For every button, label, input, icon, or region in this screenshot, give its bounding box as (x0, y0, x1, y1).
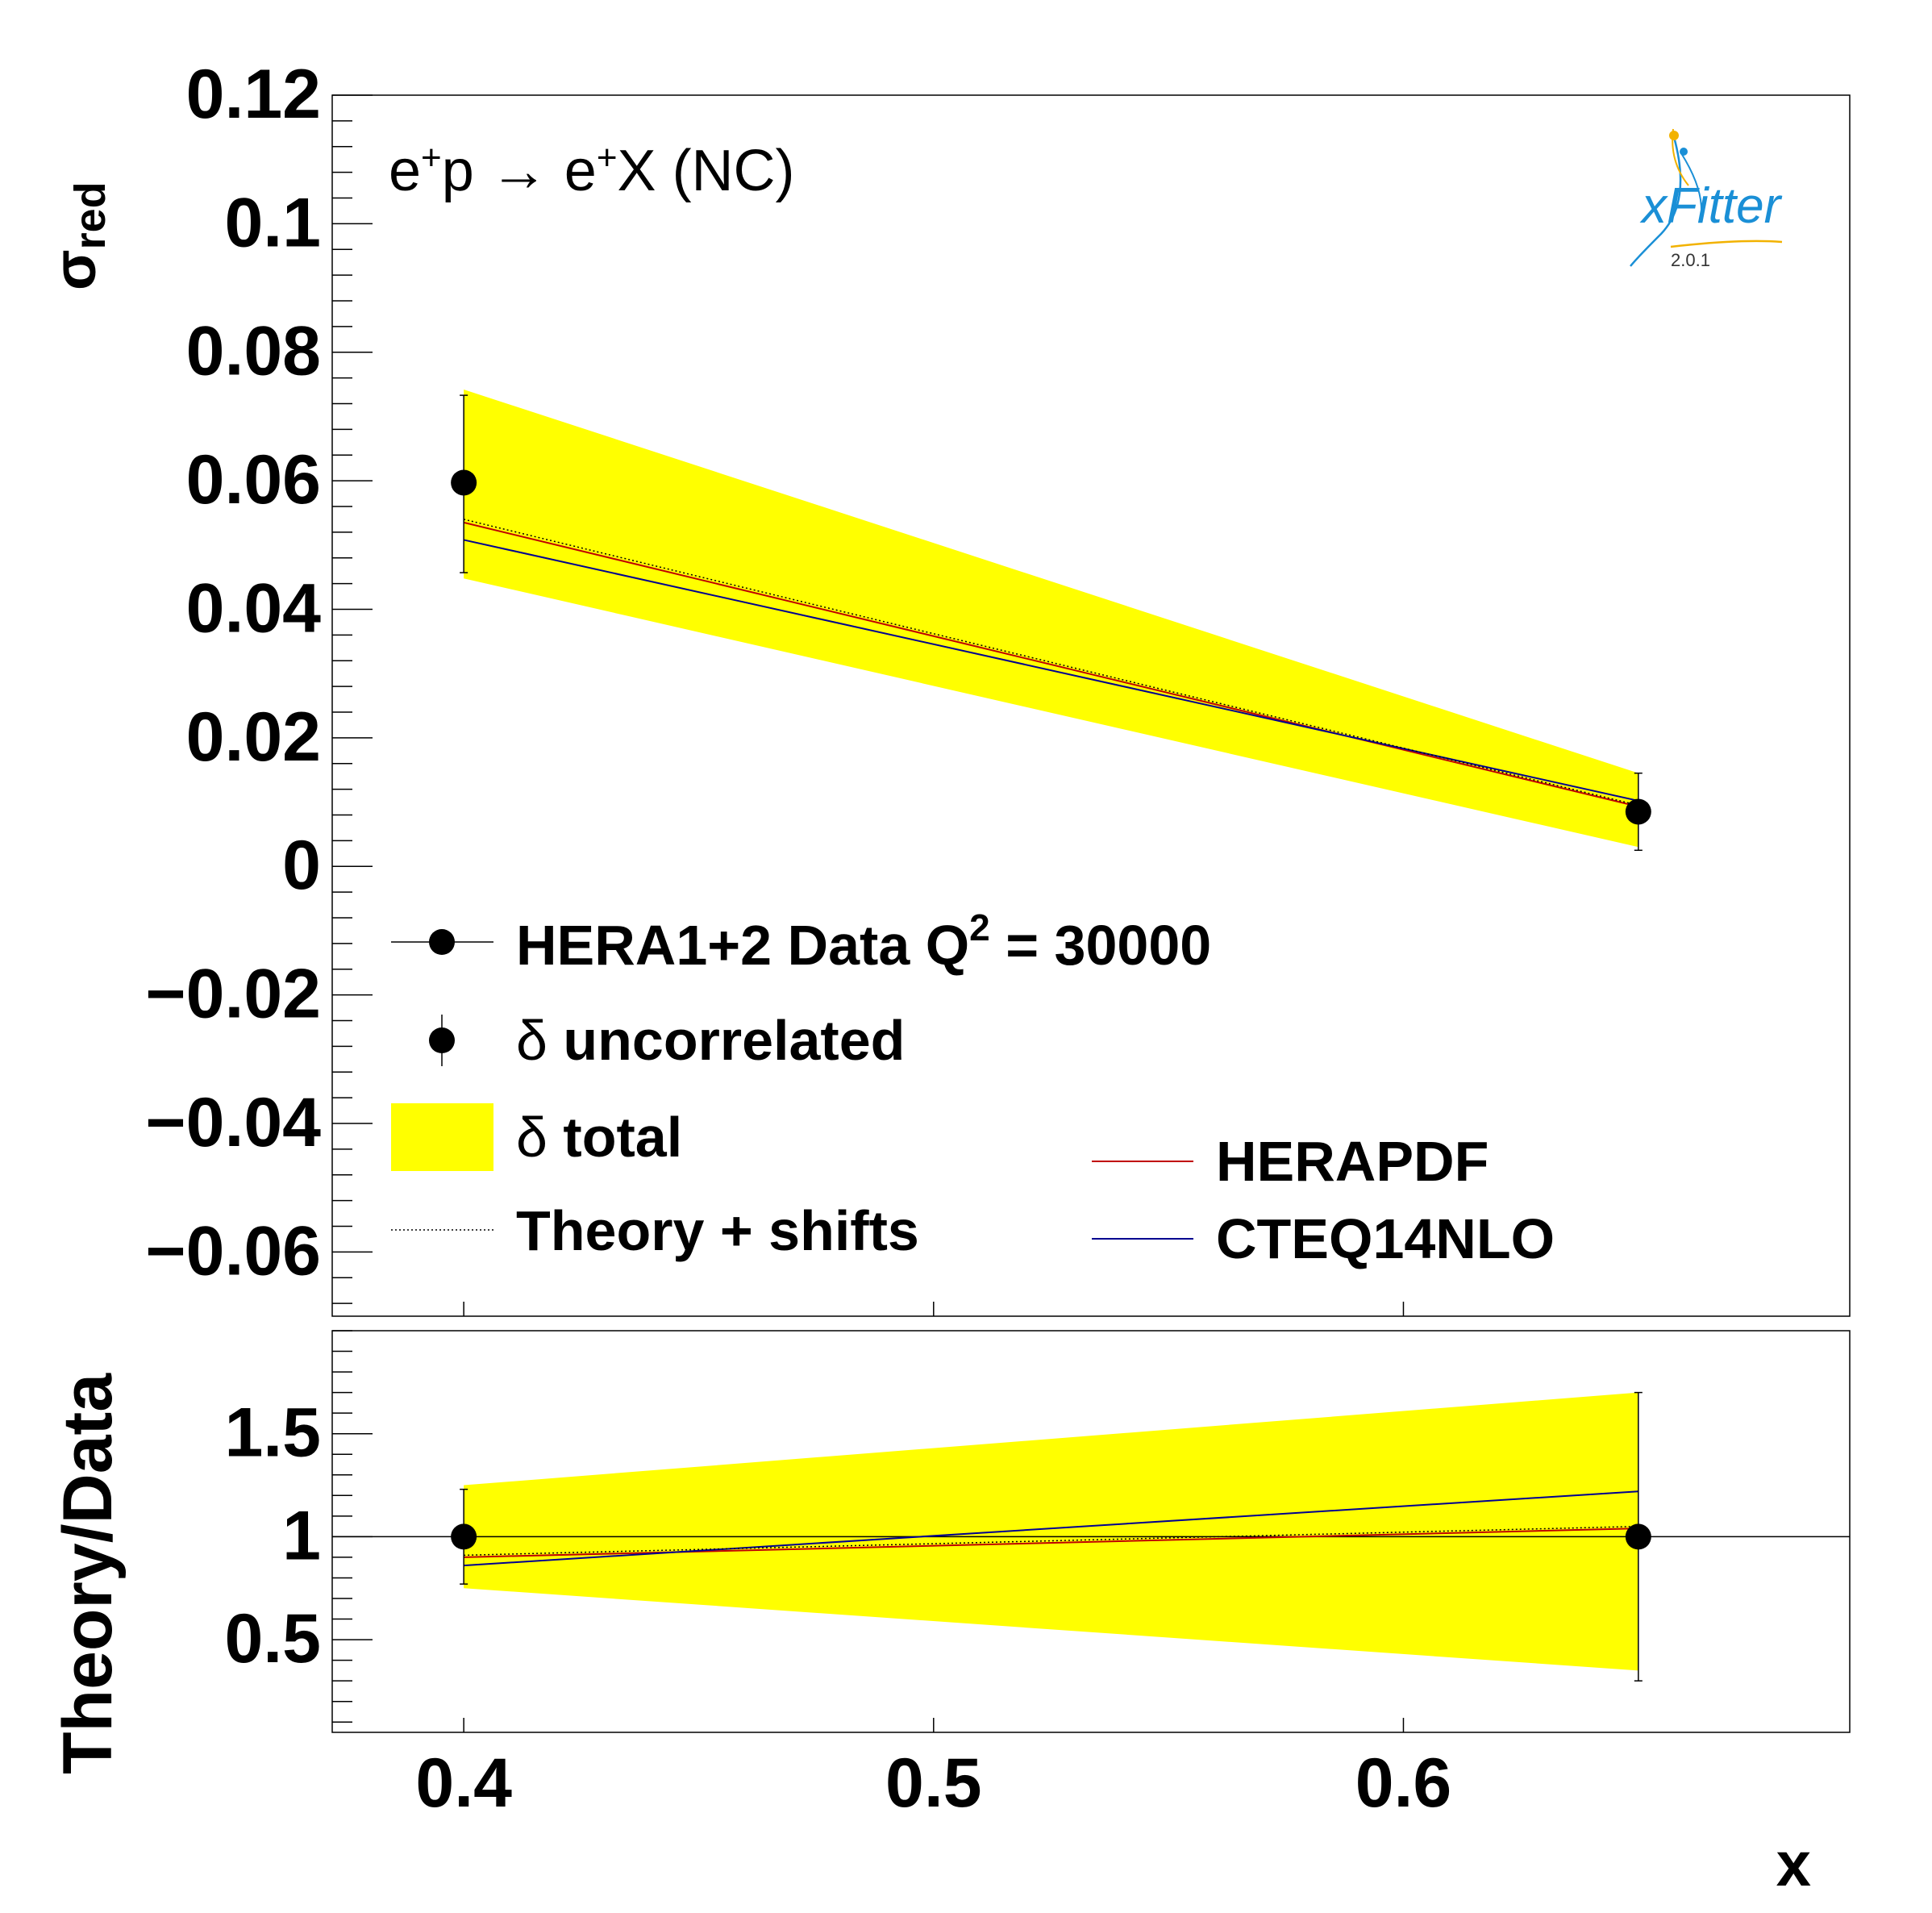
legend-data-label: HERA1+2 Data Q2 = 30000 (516, 906, 1211, 977)
legend-entry-data: HERA1+2 Data Q2 = 30000 (391, 906, 1211, 977)
legend-entry-uncorrelated: δ uncorrelated (429, 1009, 905, 1072)
main-y-tick-label: 0.08 (186, 313, 321, 390)
ratio-data-point (451, 1523, 477, 1550)
main-y-ticks: 0.12 0.1 0.08 0.06 0.04 0.02 0 −0.02 −0.04 −0.06 (145, 56, 373, 1304)
process-mid: p → e (442, 139, 597, 203)
main-y-tick-label: −0.06 (145, 1212, 321, 1290)
main-y-tick-label: 0.06 (186, 441, 321, 519)
main-panel: 0.120.10.080.060.040.020−0.02−0.04−0.06 … (41, 56, 1851, 1317)
main-x-ticks (463, 1302, 1405, 1316)
ratio-total-band (464, 1392, 1638, 1671)
ratio-series-line-cteq14nlo (464, 1490, 1638, 1567)
ratio-data-points (451, 1523, 1651, 1550)
legend-uncorr-sym: δ (516, 1009, 548, 1072)
y-label-main: σ (41, 249, 108, 290)
logo-text: xFitter (1639, 178, 1783, 234)
legend-cteq-label: CTEQ14NLO (1216, 1207, 1555, 1270)
ratio-y-tick-label: 1.5 (224, 1394, 321, 1472)
main-data-point (1625, 798, 1651, 825)
main-y-axis-label: σred (41, 181, 115, 290)
process-sup1: + (421, 138, 442, 177)
legend-uncorr-text: uncorrelated (548, 1009, 905, 1072)
main-data-points (451, 469, 1651, 825)
legend-entry-total: δ total (391, 1103, 682, 1171)
legend-theory-shifts-label: Theory + shifts (516, 1199, 919, 1262)
main-y-tick-label: 0.12 (186, 56, 321, 133)
xfitter-logo: xFitter 2.0.1 (1630, 128, 1783, 270)
x-tick-label: 0.5 (885, 1744, 982, 1822)
ratio-x-ticks: 0.4 0.5 0.6 (415, 1718, 1451, 1822)
main-y-tick-label: 0.04 (186, 569, 322, 647)
legend-total-text: total (548, 1106, 682, 1169)
main-y-tick-label: −0.02 (145, 956, 321, 1033)
legend-total-label: δ total (516, 1106, 682, 1169)
process-pre: e (389, 139, 421, 203)
ratio-y-axis-label: Theory/Data (49, 1373, 127, 1774)
ratio-y-ticks: 1.5 1 0.5 (224, 1330, 373, 1723)
legend-entry-theory-shifts: Theory + shifts (391, 1199, 919, 1262)
main-y-tick-label: −0.04 (145, 1084, 321, 1161)
process-label: e+p → e+X (NC) (389, 138, 795, 203)
legend-total-sym: δ (516, 1106, 548, 1169)
main-total-band (464, 389, 1638, 848)
process-sup2: + (597, 138, 618, 177)
x-tick-label: 0.4 (415, 1744, 512, 1822)
legend-entry-herapdf: HERAPDF (1092, 1130, 1489, 1193)
main-frame (331, 94, 1851, 1317)
legend-data-sup: 2 (969, 906, 990, 948)
ratio-data-point (1625, 1523, 1651, 1550)
main-data-point (451, 469, 477, 496)
main-y-tick-label: 0.1 (224, 184, 321, 261)
ratio-frame (331, 1330, 1851, 1733)
process-post: X (NC) (618, 139, 795, 203)
legend-data-post: = 30000 (990, 914, 1211, 977)
legend-herapdf-label: HERAPDF (1216, 1130, 1489, 1193)
legend-entry-cteq: CTEQ14NLO (1092, 1207, 1555, 1270)
ratio-panel: 1.5 1 0.5 0.4 0.5 0.6 Theory/Data x (49, 1330, 1851, 1899)
ratio-y-tick-label: 0.5 (224, 1600, 321, 1678)
logo-version: 2.0.1 (1671, 250, 1710, 270)
y-label-sub: red (66, 181, 115, 249)
ratio-series-group (464, 1490, 1638, 1567)
legend-uncorrelated-label: δ uncorrelated (516, 1009, 905, 1072)
legend: HERA1+2 Data Q2 = 30000 δ uncorrelated δ… (391, 906, 1555, 1270)
x-tick-label: 0.6 (1355, 1744, 1452, 1822)
main-y-tick-label: 0.02 (186, 698, 321, 776)
main-series-line-herapdf (463, 521, 1639, 808)
x-axis-label: x (1776, 1828, 1811, 1899)
main-series-group (463, 519, 1639, 808)
main-series-line-cteq14nlo (463, 539, 1639, 802)
ratio-y-tick-label: 1 (282, 1497, 321, 1574)
legend-data-pre: HERA1+2 Data Q (516, 914, 969, 977)
main-y-tick-label: 0 (282, 827, 321, 904)
